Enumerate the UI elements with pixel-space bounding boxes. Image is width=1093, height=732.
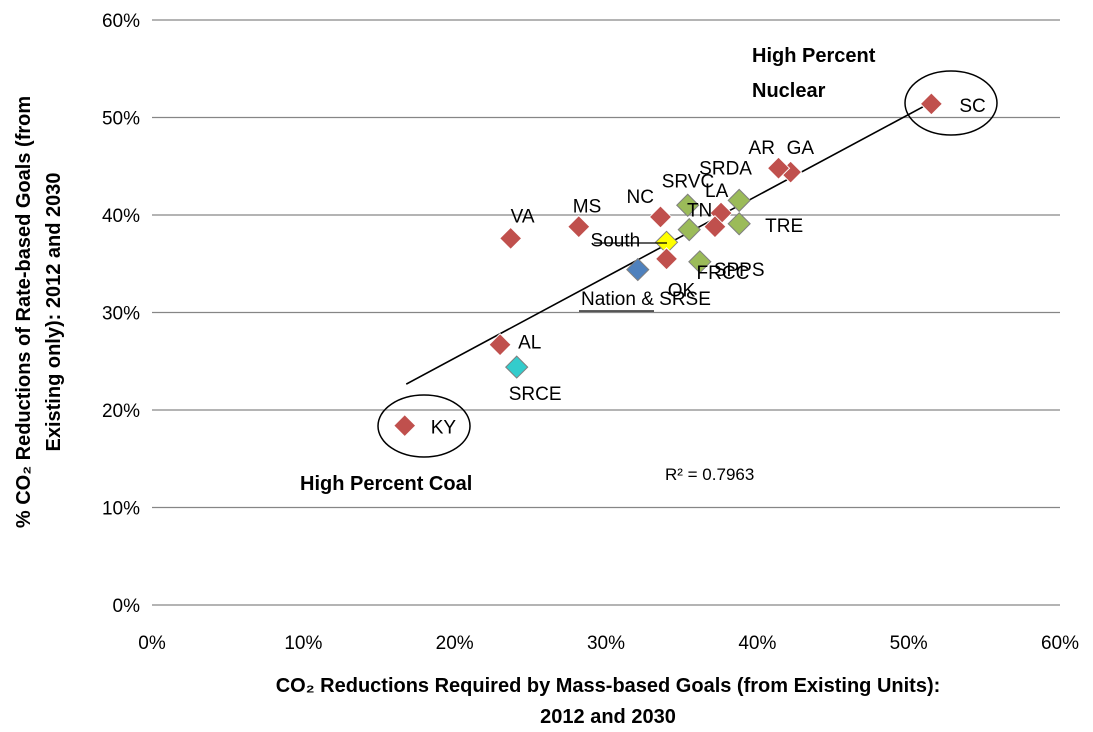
coal-highlight-ellipse [377, 394, 471, 458]
y-tick-label: 40% [102, 206, 140, 227]
data-point-ky [393, 413, 417, 438]
point-label-srda: SRDA [699, 158, 752, 179]
point-label-la: LA [705, 181, 729, 202]
x-tick-label: 0% [138, 633, 166, 654]
point-label-al: AL [518, 333, 541, 354]
data-point-srda [727, 188, 751, 213]
point-label-frcc: FRCC [697, 263, 750, 284]
nuclear-highlight-ellipse [904, 70, 998, 136]
data-point-srvc [676, 193, 700, 217]
high-nuclear-annotation-line1: High Percent [752, 45, 876, 67]
point-label-spps: SPPS [714, 260, 765, 281]
y-tick-labels: 0% 10% 20% 30% 40% 50% 60% [102, 11, 140, 617]
x-axis-title-line2: 2012 and 2030 [540, 706, 676, 728]
x-tick-label: 40% [738, 633, 776, 654]
point-label-srce: SRCE [509, 384, 562, 405]
point-label-srvc: SRVC [662, 171, 714, 192]
data-point-tre [727, 212, 751, 236]
point-label-ky: KY [431, 418, 457, 439]
y-tick-label: 50% [102, 109, 140, 130]
x-axis-title-line1: CO₂ Reductions Required by Mass-based Go… [276, 675, 941, 697]
x-tick-label: 20% [436, 633, 474, 654]
data-point-al [488, 332, 512, 357]
y-tick-label: 20% [102, 401, 140, 422]
srse-label: & SRSE [636, 289, 711, 310]
data-point-spps [688, 250, 712, 274]
y-axis-title-line2: Existing only): 2012 and 2030 [43, 173, 65, 452]
r-squared-label: R² = 0.7963 [665, 465, 754, 484]
data-point-nation [626, 257, 650, 282]
x-tick-label: 30% [587, 633, 625, 654]
y-axis-title-line1: % CO₂ Reductions of Rate-based Goals (fr… [13, 96, 35, 528]
data-point-tn [703, 214, 727, 239]
data-point-nc [648, 205, 673, 229]
nation-label: Nation [581, 289, 636, 310]
point-label-nc: NC [626, 187, 653, 208]
point-label-south: South [591, 230, 641, 251]
data-point [677, 217, 701, 242]
y-tick-label: 0% [113, 596, 141, 617]
point-label-tn: TN [687, 201, 712, 222]
x-tick-label: 10% [284, 633, 322, 654]
nation-srse-label: Nation & SRSE [581, 289, 711, 310]
point-label-sc: SC [959, 96, 985, 117]
data-point-va [498, 226, 523, 251]
x-tick-label: 50% [890, 633, 928, 654]
y-tick-label: 30% [102, 304, 140, 325]
data-point-frcc [654, 247, 679, 271]
y-tick-label: 60% [102, 11, 140, 32]
point-label-ms: MS [573, 197, 602, 218]
y-tick-label: 10% [102, 499, 140, 520]
point-label-va: VA [511, 206, 535, 227]
data-point-ms [567, 214, 591, 239]
data-point-sc [919, 92, 944, 116]
point-label-ar: AR [749, 138, 775, 159]
point-label-ga: GA [787, 138, 815, 159]
high-nuclear-annotation-line2: Nuclear [752, 80, 826, 102]
high-coal-annotation: High Percent Coal [300, 473, 472, 495]
point-label-ok: OK [668, 281, 696, 302]
data-point-srce [505, 355, 529, 379]
x-tick-labels: 0% 10% 20% 30% 40% 50% 60% [138, 633, 1079, 654]
x-tick-label: 60% [1041, 633, 1079, 654]
data-points [393, 92, 944, 438]
data-point-ar [766, 156, 791, 180]
point-label-tre: TRE [765, 216, 803, 237]
grid-lines [152, 19, 1060, 606]
